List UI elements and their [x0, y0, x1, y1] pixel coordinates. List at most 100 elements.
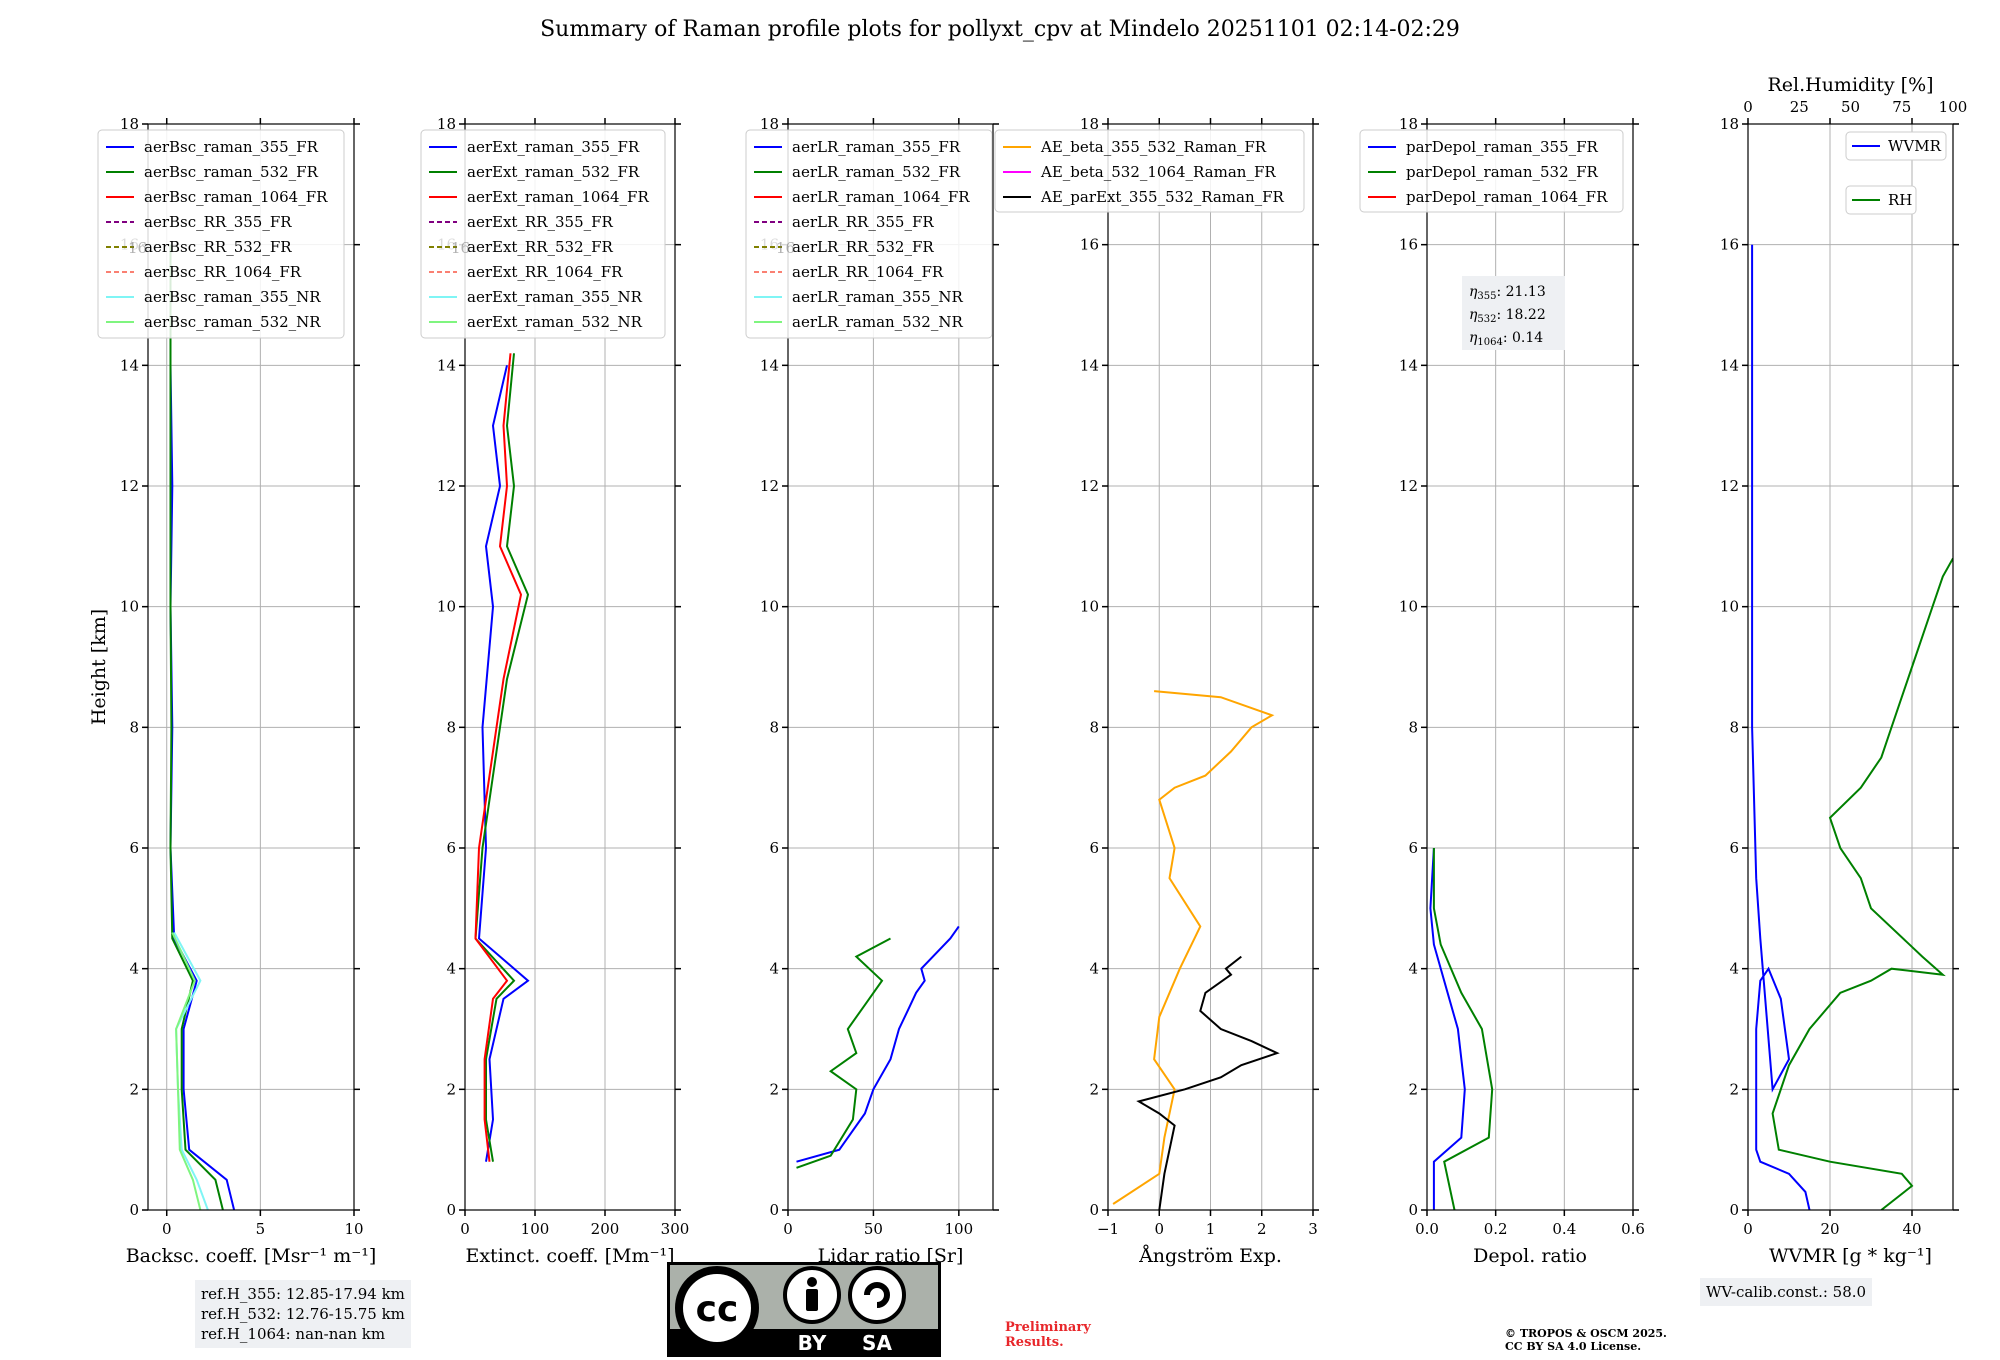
series-line-aerLR_raman_355_FR	[796, 925, 960, 1163]
figure-title: Summary of Raman profile plots for polly…	[540, 17, 1460, 42]
x-axis-label: Backsc. coeff. [Msr⁻¹ m⁻¹]	[126, 1245, 377, 1267]
x-tick-label: 300	[661, 1220, 690, 1238]
series-line-AE_beta_355_532_Raman_FR	[1112, 690, 1275, 1205]
series-line-aerExt_raman_355_FR	[477, 365, 530, 1162]
x-tick-label: 100	[945, 1220, 974, 1238]
preliminary-line-1: Preliminary	[1005, 1320, 1091, 1335]
eta-box: η355: 21.13 η532: 18.22 η1064: 0.14	[1462, 276, 1565, 350]
x-tick-label: 0.2	[1484, 1220, 1508, 1238]
x-tick-label: 100	[521, 1220, 550, 1238]
preliminary-note: Preliminary Results.	[1005, 1320, 1091, 1350]
legend-frame	[1359, 129, 1624, 213]
ref-height-532: ref.H_532: 12.76-15.75 km	[201, 1305, 405, 1323]
legend-frame	[994, 129, 1305, 213]
axes-frame	[464, 123, 676, 1211]
copyright-note: © TROPOS & OSCM 2025. CC BY SA 4.0 Licen…	[1505, 1327, 1667, 1353]
legend: AE_beta_355_532_Raman_FR AE_beta_532_1064…	[994, 129, 1305, 213]
y-tick-label: 12	[120, 477, 139, 495]
series-group	[169, 244, 236, 1210]
legend-label: aerExt_raman_532_NR	[467, 313, 643, 331]
x-tick-label: −1	[1097, 1220, 1119, 1238]
legend-label: aerLR_RR_532_FR	[792, 238, 934, 256]
axes-frame	[147, 123, 355, 1211]
legend-label: aerExt_raman_1064_FR	[467, 188, 649, 206]
x-tick-label: 0.6	[1621, 1220, 1645, 1238]
cc-logo-text: cc	[696, 1289, 739, 1330]
panel-2: 0 2 4 6 8 10 12 14 16 18 0 100 200 300 Extinct. coeff.…	[420, 115, 690, 1267]
y-tick-label: 18	[1399, 115, 1418, 133]
legend: aerBsc_raman_355_FR aerBsc_raman_532_FRae…	[97, 129, 345, 339]
legend-frame	[420, 129, 666, 339]
series-group	[474, 353, 530, 1162]
legend-label: aerLR_raman_532_NR	[792, 313, 963, 331]
y-tick-label: 8	[1729, 718, 1739, 736]
legend-frame	[745, 129, 993, 339]
panel-3: 0 2 4 6 8 10 12 14 16 18 0 50 100 Lidar ratio [Sr] aer…	[745, 115, 999, 1267]
x-axis-label: Depol. ratio	[1473, 1245, 1587, 1267]
series-line-AE_parExt_355_532_Raman_FR	[1136, 955, 1280, 1210]
y-tick-label: 4	[1089, 960, 1099, 978]
x-tick-label: 10	[344, 1220, 363, 1238]
x-tick-label: 0	[162, 1220, 172, 1238]
x2-axis-label: Rel.Humidity [%]	[1767, 74, 1933, 96]
y-tick-label: 16	[1720, 236, 1739, 254]
y-tick-label: 4	[446, 960, 456, 978]
y-tick-label: 10	[437, 598, 456, 616]
legend-label: aerBsc_RR_532_FR	[144, 238, 292, 256]
y-tick-label: 16	[1080, 236, 1099, 254]
legend-label: parDepol_raman_1064_FR	[1406, 188, 1608, 206]
legend-label: aerBsc_raman_532_FR	[144, 163, 319, 181]
x-tick-label: 0.4	[1552, 1220, 1576, 1238]
legend-label: aerLR_raman_532_FR	[792, 163, 961, 181]
y-tick-label: 2	[769, 1080, 779, 1098]
y-tick-label: 14	[760, 356, 779, 374]
series-line-aerBsc_raman_532_NR	[171, 932, 202, 1210]
y-tick-label: 10	[760, 598, 779, 616]
legend-label: aerBsc_RR_1064_FR	[144, 263, 302, 281]
legend: aerExt_raman_355_FR aerExt_raman_532_FRae…	[420, 129, 666, 339]
legend-frame	[97, 129, 345, 339]
x-tick-label: 1	[1206, 1220, 1216, 1238]
legend-label: aerLR_RR_355_FR	[792, 213, 934, 231]
eta-value: η355: 21.13	[1469, 284, 1546, 302]
x2-tick-label: 100	[1939, 98, 1968, 116]
panels: 0246810121416180510Backsc. coeff. [Msr⁻¹…	[88, 74, 1967, 1267]
x-tick-label: 0.0	[1415, 1220, 1439, 1238]
y-tick-label: 6	[129, 839, 139, 857]
legend-label: aerExt_raman_532_FR	[467, 163, 640, 181]
ref-height-box: ref.H_355: 12.85-17.94 km ref.H_532: 12.…	[195, 1280, 411, 1348]
series-line-RH	[1771, 557, 1953, 1210]
y-tick-label: 4	[129, 960, 139, 978]
legend-label: parDepol_raman_532_FR	[1406, 163, 1599, 181]
by-label: BY	[798, 1331, 827, 1355]
legend-frame-wvmr	[1845, 131, 1947, 161]
legend-label: aerExt_raman_355_FR	[467, 138, 640, 156]
y-tick-label: 0	[1408, 1201, 1418, 1219]
legend-label: aerLR_raman_355_FR	[792, 138, 961, 156]
y-tick-label: 10	[1399, 598, 1418, 616]
y-tick-label: 6	[446, 839, 456, 857]
y-tick-label: 0	[769, 1201, 779, 1219]
y-tick-label: 6	[1408, 839, 1418, 857]
y-tick-label: 8	[129, 718, 139, 736]
preliminary-line-2: Results.	[1005, 1335, 1064, 1350]
legend-label: aerLR_raman_355_NR	[792, 288, 963, 306]
axes-frame	[1747, 123, 1954, 1211]
series-line-aerBsc_raman_532_FR	[169, 244, 224, 1210]
y-tick-label: 0	[1729, 1201, 1739, 1219]
y-tick-label: 6	[1089, 839, 1099, 857]
y-tick-label: 14	[1399, 356, 1418, 374]
x-tick-label: 0	[1154, 1220, 1164, 1238]
y-tick-label: 4	[1408, 960, 1418, 978]
y-tick-label: 14	[120, 356, 139, 374]
x2-tick-label: 25	[1790, 98, 1809, 116]
legend-label: aerExt_RR_1064_FR	[467, 263, 623, 281]
y-tick-label: 10	[120, 598, 139, 616]
series-line-aerLR_raman_532_FR	[796, 937, 891, 1169]
legend: WVMR RH	[1845, 131, 1947, 215]
sa-icon	[848, 1266, 906, 1324]
series-group	[796, 925, 960, 1169]
y-tick-label: 2	[446, 1080, 456, 1098]
y-tick-label: 10	[1720, 598, 1739, 616]
